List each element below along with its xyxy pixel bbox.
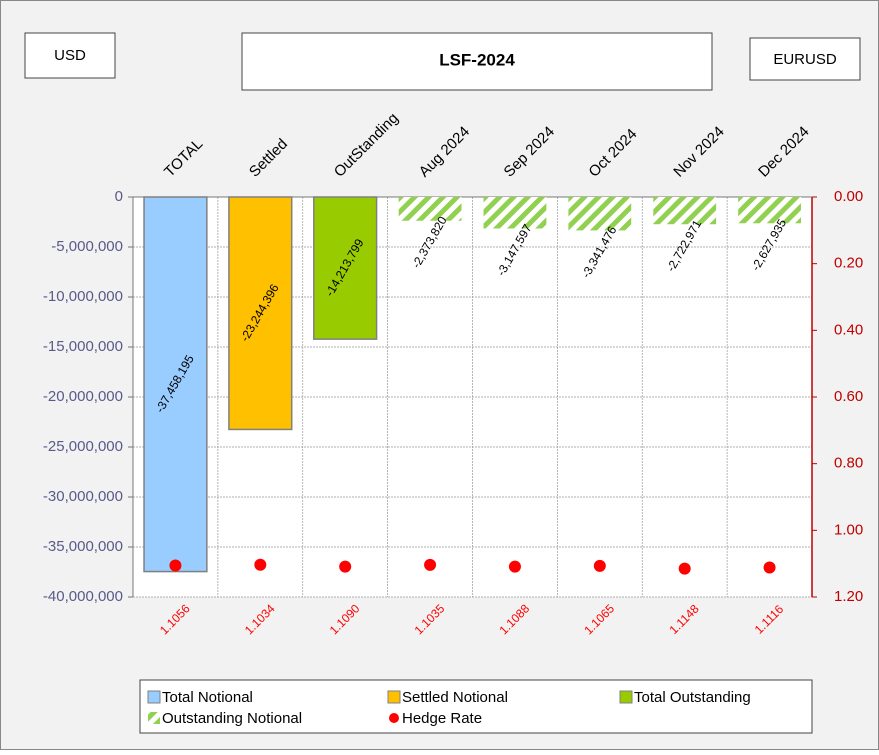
y-tick-label: -35,000,000 [43,538,123,555]
title: LSF-2024 [439,50,515,69]
hedge-point [424,558,437,571]
legend-label: Settled Notional [402,689,508,706]
y2-tick-label: 0.60 [834,388,863,405]
y-tick-label: -15,000,000 [43,338,123,355]
pair: EURUSD [773,51,837,68]
legend [139,679,813,734]
bar [228,196,293,431]
bar [313,196,378,340]
hedge-point [593,559,606,572]
legend-swatch [387,690,401,704]
y-tick-label: -40,000,000 [43,588,123,605]
pair-box [749,37,861,81]
hedge-point [763,561,776,574]
hedge-point [678,562,691,575]
y-tick-label: -20,000,000 [43,388,123,405]
currency-box [24,32,116,79]
hedge-point [508,560,521,573]
y-tick-label: -30,000,000 [43,488,123,505]
bar [568,197,632,231]
hedge-point [339,560,352,573]
y-tick-label: -5,000,000 [51,238,123,255]
y2-tick-label: 0.20 [834,255,863,272]
hedge-point [254,558,267,571]
bar [483,197,547,229]
bar [738,197,801,224]
y2-tick-label: 0.40 [834,321,863,338]
y-tick-label: 0 [115,188,123,205]
y2-tick-label: 0.00 [834,188,863,205]
y2-tick-label: 0.80 [834,455,863,472]
legend-swatch [148,712,160,724]
legend-label: Hedge Rate [402,710,482,727]
y2-tick-label: 1.00 [834,521,863,538]
legend-label: Total Outstanding [634,689,751,706]
bar [398,197,462,221]
hedge-point [169,559,182,572]
y-tick-label: -25,000,000 [43,438,123,455]
legend-swatch [389,713,399,723]
legend-swatch [619,690,633,704]
y-tick-label: -10,000,000 [43,288,123,305]
legend-label: Total Notional [162,689,253,706]
bar [143,196,208,573]
legend-label: Outstanding Notional [162,710,302,727]
bar [653,197,717,225]
y2-tick-label: 1.20 [834,588,863,605]
legend-swatch [147,690,161,704]
currency: USD [54,47,86,64]
title-box [241,32,713,91]
